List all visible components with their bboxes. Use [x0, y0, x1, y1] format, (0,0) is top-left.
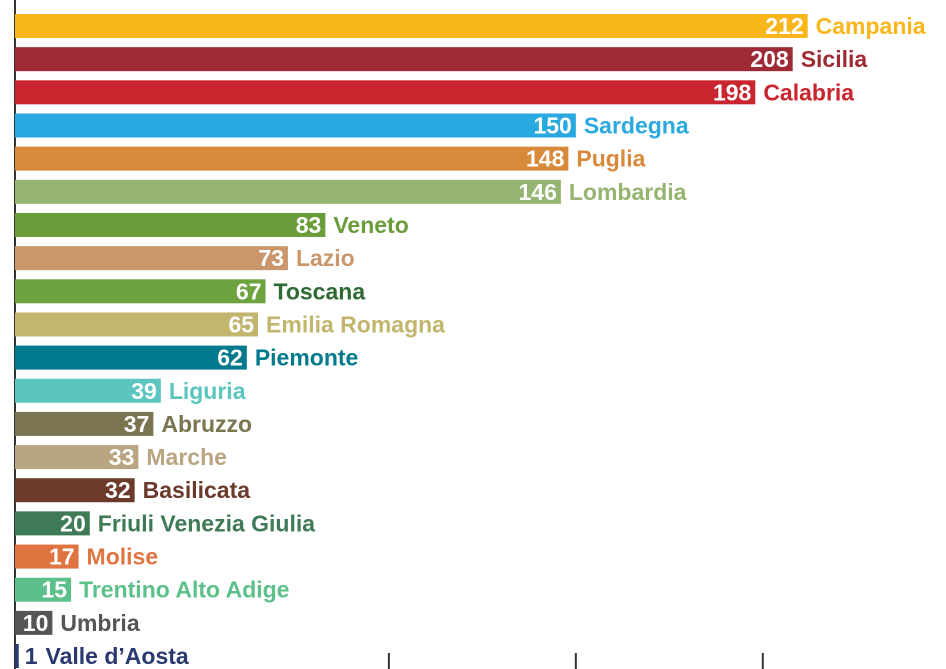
value-label: 20: [60, 510, 86, 536]
value-label: 37: [124, 411, 150, 437]
category-label: Veneto: [333, 212, 408, 238]
value-label: 65: [228, 311, 254, 337]
value-label: 83: [296, 212, 322, 238]
bar: [15, 279, 266, 304]
bar: [15, 246, 288, 271]
value-label: 17: [49, 544, 75, 570]
value-label: 39: [131, 378, 157, 404]
category-label: Campania: [816, 13, 926, 39]
bar: [15, 179, 561, 204]
value-label: 33: [109, 444, 135, 470]
bar: [15, 644, 19, 669]
value-label: 150: [533, 112, 571, 138]
value-label: 198: [713, 79, 752, 105]
value-label: 148: [526, 146, 565, 172]
category-label: Valle d’Aosta: [46, 643, 189, 669]
bar: [15, 411, 154, 436]
value-label: 32: [105, 477, 131, 503]
category-label: Lombardia: [569, 179, 687, 205]
category-label: Liguria: [169, 378, 246, 404]
value-label: 10: [23, 610, 49, 636]
category-label: Abruzzo: [161, 411, 252, 437]
value-label: 146: [519, 179, 557, 205]
bar: [15, 312, 259, 337]
bar: [15, 146, 569, 171]
category-label: Marche: [146, 444, 227, 470]
value-label: 1: [25, 643, 38, 669]
category-label: Emilia Romagna: [266, 311, 445, 337]
category-label: Basilicata: [143, 477, 251, 503]
category-label: Friuli Venezia Giulia: [98, 510, 315, 536]
category-label: Puglia: [576, 146, 645, 172]
category-label: Umbria: [60, 610, 139, 636]
value-label: 208: [750, 46, 789, 72]
category-label: Molise: [87, 544, 159, 570]
category-label: Piemonte: [255, 345, 359, 371]
bar: [15, 113, 576, 138]
value-label: 67: [236, 278, 262, 304]
value-label: 73: [258, 245, 284, 271]
bar: [15, 47, 793, 72]
bar: [15, 445, 139, 470]
value-label: 15: [41, 577, 67, 603]
category-label: Lazio: [296, 245, 355, 271]
bar: [15, 345, 247, 370]
bar: [15, 610, 53, 635]
bar: [15, 478, 135, 503]
bar: [15, 212, 326, 237]
category-label: Toscana: [274, 278, 366, 304]
bar: [15, 80, 756, 105]
bar: [15, 14, 808, 38]
value-label: 62: [217, 345, 243, 371]
category-label: Calabria: [763, 79, 854, 105]
bar: [15, 378, 161, 403]
value-label: 212: [765, 13, 803, 39]
bar: [15, 544, 79, 569]
bar: [15, 577, 72, 602]
category-label: Sicilia: [801, 46, 868, 72]
category-label: Trentino Alto Adige: [79, 577, 289, 603]
bar: [15, 511, 90, 536]
category-label: Sardegna: [584, 112, 689, 138]
